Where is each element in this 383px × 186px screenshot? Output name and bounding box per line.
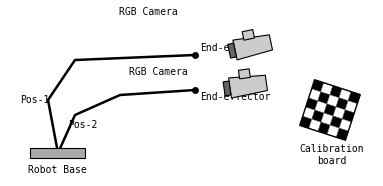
- Polygon shape: [321, 83, 333, 95]
- Polygon shape: [300, 116, 312, 128]
- Polygon shape: [336, 98, 348, 110]
- Polygon shape: [303, 107, 315, 119]
- Polygon shape: [342, 110, 354, 122]
- Polygon shape: [321, 113, 333, 125]
- Polygon shape: [242, 30, 255, 40]
- Polygon shape: [233, 35, 273, 60]
- Polygon shape: [339, 119, 351, 131]
- Polygon shape: [330, 116, 342, 128]
- Polygon shape: [330, 86, 342, 98]
- Polygon shape: [348, 92, 360, 104]
- Polygon shape: [327, 95, 339, 107]
- Polygon shape: [223, 81, 231, 96]
- Polygon shape: [306, 98, 318, 110]
- Polygon shape: [318, 92, 330, 104]
- Polygon shape: [339, 89, 351, 101]
- Text: RGB Camera: RGB Camera: [129, 67, 187, 77]
- Text: End-effector: End-effector: [200, 43, 270, 53]
- Polygon shape: [312, 80, 324, 92]
- Polygon shape: [324, 104, 336, 116]
- Text: RGB Camera: RGB Camera: [119, 7, 177, 17]
- Bar: [30, 148, 85, 158]
- Polygon shape: [345, 101, 357, 113]
- Polygon shape: [228, 43, 236, 58]
- Polygon shape: [309, 89, 321, 101]
- Polygon shape: [318, 122, 330, 134]
- Polygon shape: [309, 119, 321, 131]
- Text: Pos-2: Pos-2: [68, 120, 97, 130]
- Polygon shape: [239, 69, 250, 79]
- Text: End-effector: End-effector: [200, 92, 270, 102]
- Text: Calibration
board: Calibration board: [300, 144, 364, 166]
- Text: Robot Base: Robot Base: [28, 165, 87, 175]
- Polygon shape: [229, 75, 267, 98]
- Polygon shape: [336, 128, 349, 140]
- Polygon shape: [315, 101, 327, 113]
- Polygon shape: [312, 110, 324, 122]
- Polygon shape: [327, 125, 339, 137]
- Text: Pos-1: Pos-1: [20, 95, 49, 105]
- Polygon shape: [333, 107, 345, 119]
